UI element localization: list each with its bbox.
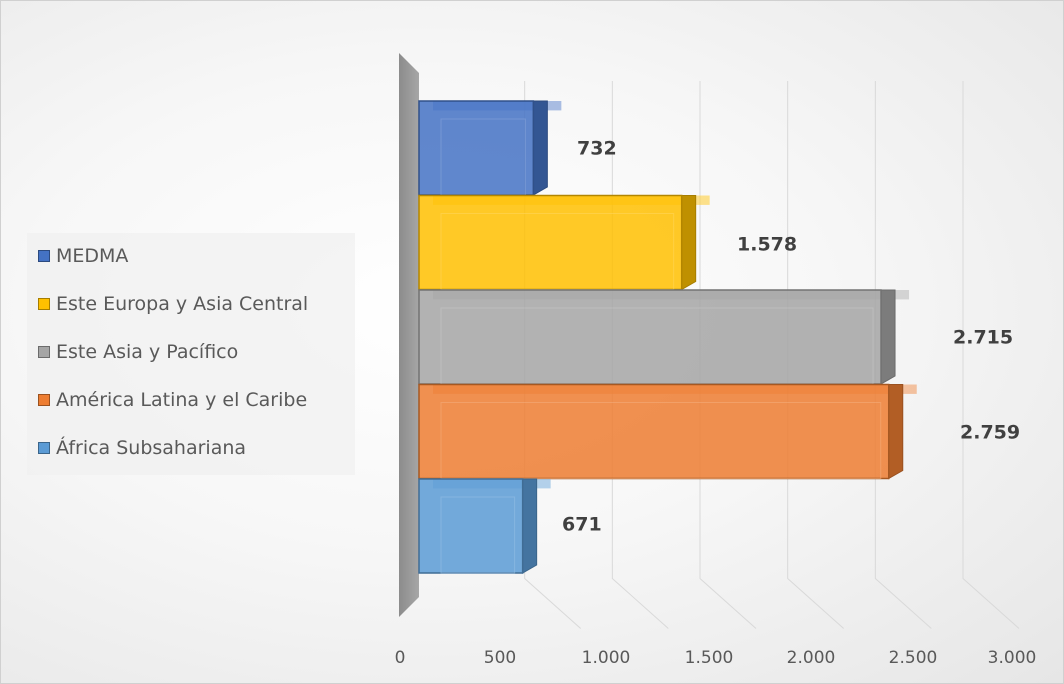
data-label: 2.759: [960, 422, 1020, 444]
legend-item: Este Asia y Pacífico: [38, 341, 238, 363]
gridline: [699, 81, 757, 629]
x-tick-label: 1.000: [582, 648, 631, 668]
bar-0: [418, 100, 562, 196]
data-label: 732: [577, 138, 617, 160]
bar-1: [418, 194, 710, 291]
legend-label: África Subsahariana: [56, 437, 247, 459]
bar-front-face: [418, 100, 535, 196]
data-labels: 732 1.578 2.715 2.759 671: [562, 138, 1020, 536]
x-tick-label: 1.500: [685, 648, 734, 668]
legend-label: Este Asia y Pacífico: [56, 341, 239, 363]
gridline: [962, 81, 1020, 629]
bar-side-face: [681, 195, 697, 291]
legend-item: África Subsahariana: [38, 437, 246, 459]
bar-inner-edge: [440, 496, 516, 574]
bar-front-face: [418, 289, 882, 385]
legend-swatch: [38, 298, 50, 310]
legend: MEDMA Este Europa y Asia Central Este Asia…: [27, 233, 355, 475]
bar-inner-edge: [440, 402, 882, 479]
data-label: 1.578: [737, 234, 797, 256]
bar-front-face: [418, 194, 683, 291]
legend-item: Este Europa y Asia Central: [38, 293, 308, 315]
bar-4: [418, 478, 551, 574]
data-label: 2.715: [953, 327, 1013, 349]
x-tick-label: 500: [484, 648, 516, 668]
bar-side-face: [888, 384, 904, 480]
bar-side-face: [880, 289, 896, 385]
bar-2: [418, 289, 910, 385]
legend-label: América Latina y el Caribe: [56, 389, 308, 411]
gridline: [787, 81, 844, 629]
x-axis-ticks: 0 500 1.000 1.500 2.000 2.500 3.000: [395, 648, 1037, 668]
back-wall: [399, 53, 419, 617]
data-label: 671: [562, 514, 602, 536]
x-tick-label: 0: [395, 648, 406, 668]
bar-3: [418, 383, 917, 480]
x-tick-label: 2.500: [889, 648, 938, 668]
legend-label: MEDMA: [56, 245, 129, 267]
bars: [418, 100, 917, 574]
legend-label: Este Europa y Asia Central: [56, 293, 309, 315]
x-tick-label: 2.000: [787, 648, 836, 668]
gridline: [874, 81, 932, 629]
legend-swatch: [38, 442, 50, 454]
legend-swatch: [38, 250, 50, 262]
legend-item: MEDMA: [38, 245, 128, 267]
bar-front-face: [418, 478, 524, 574]
legend-swatch: [38, 394, 50, 406]
legend-swatch: [38, 346, 50, 358]
bar-front-face: [418, 383, 890, 480]
bar-side-face: [532, 100, 548, 196]
bar-side-face: [522, 478, 538, 574]
x-tick-label: 3.000: [988, 648, 1037, 668]
legend-item: América Latina y el Caribe: [38, 389, 307, 411]
